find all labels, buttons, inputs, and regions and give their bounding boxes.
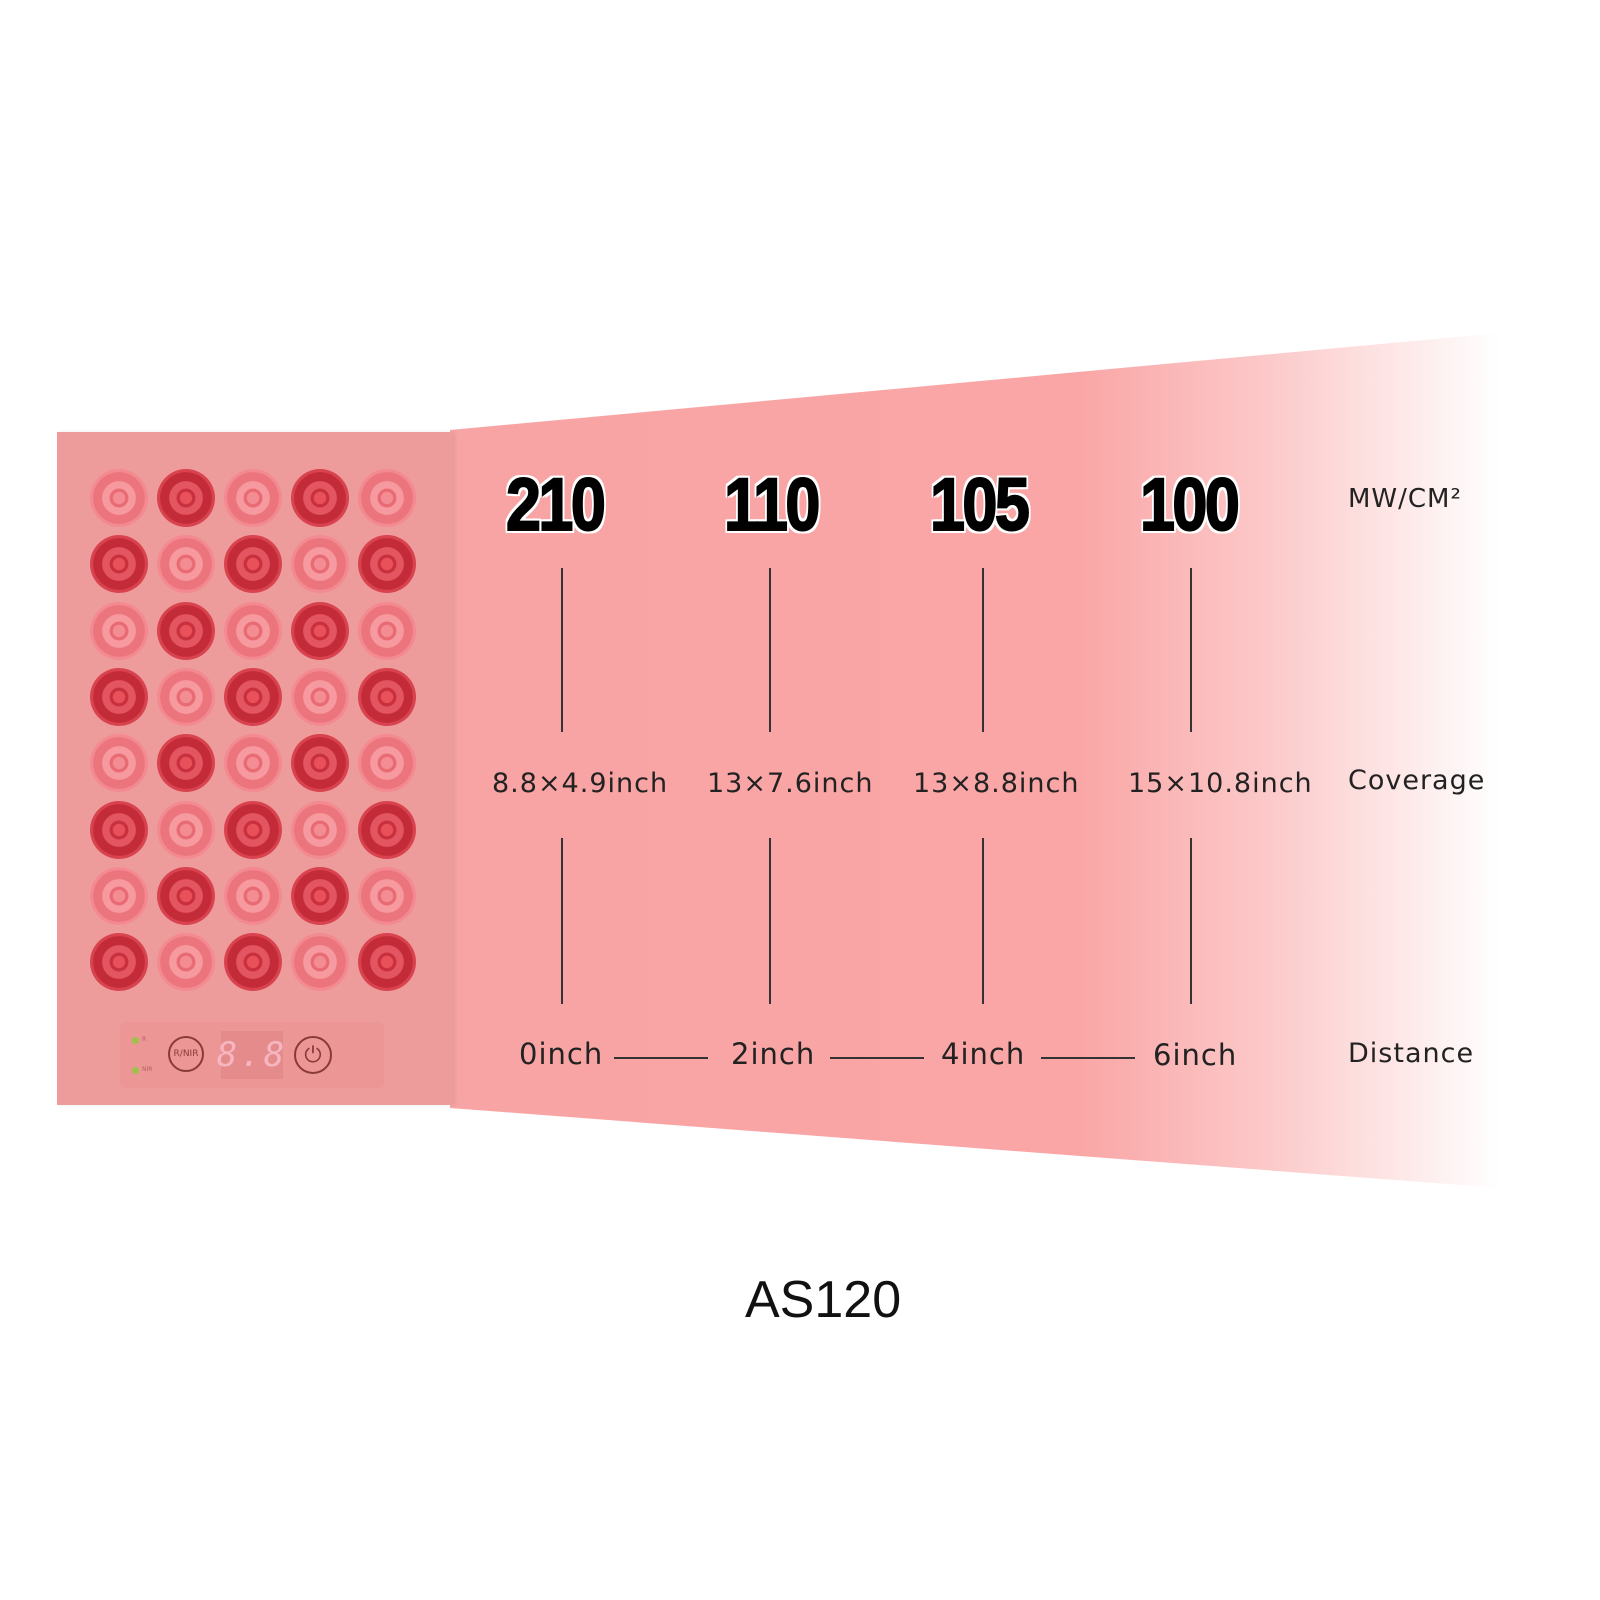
led-bulb	[358, 535, 416, 594]
led-bulb	[224, 933, 282, 992]
led-bulb	[358, 933, 416, 992]
led-bulb	[224, 601, 282, 660]
led-bulb	[90, 469, 148, 527]
led-bulb	[90, 667, 148, 726]
divider	[561, 838, 563, 1004]
distance-2: 2inch	[731, 1037, 816, 1071]
connector-line	[614, 1057, 708, 1059]
power-button[interactable]: ⏻	[294, 1036, 332, 1074]
led-bulb	[157, 734, 215, 793]
led-bulb	[358, 667, 416, 726]
led-bulb	[224, 667, 282, 726]
distance-0: 0inch	[519, 1037, 604, 1071]
led-bulb	[157, 800, 215, 859]
coverage-2inch: 13×7.6inch	[707, 768, 874, 799]
led-bulb	[224, 734, 282, 793]
divider	[982, 568, 984, 732]
divider	[769, 568, 771, 732]
led-bulb	[291, 535, 349, 594]
divider	[769, 838, 771, 1004]
irradiance-4inch: 105	[929, 462, 1031, 547]
distance-label: Distance	[1348, 1038, 1475, 1069]
led-bulb	[291, 866, 349, 925]
digital-display: 8.8	[217, 1031, 284, 1079]
coverage-6inch: 15×10.8inch	[1128, 768, 1313, 799]
led-bulb	[157, 601, 215, 660]
connector-line	[830, 1057, 924, 1059]
divider	[1190, 568, 1192, 732]
coverage-label: Coverage	[1348, 765, 1486, 796]
irradiance-6inch: 100	[1139, 462, 1241, 547]
led-bulb	[291, 933, 349, 992]
led-bulb	[291, 800, 349, 859]
led-bulb	[90, 800, 148, 859]
led-bulb	[291, 667, 349, 726]
led-bulb	[224, 469, 282, 527]
nir-indicator-light	[132, 1067, 139, 1074]
connector-line	[1041, 1057, 1135, 1059]
led-bulb	[358, 734, 416, 793]
led-bulb	[291, 734, 349, 793]
r-indicator-light	[132, 1037, 139, 1044]
distance-4: 4inch	[941, 1037, 1026, 1071]
led-bulb	[157, 866, 215, 925]
led-bulb	[157, 535, 215, 594]
coverage-4inch: 13×8.8inch	[913, 768, 1080, 799]
mode-button[interactable]: R/NIR	[168, 1036, 204, 1072]
led-bulb	[90, 933, 148, 992]
led-bulb	[358, 601, 416, 660]
led-bulb	[90, 601, 148, 660]
irradiance-0inch: 210	[505, 462, 607, 547]
led-bulb	[291, 601, 349, 660]
irradiance-unit: MW/CM²	[1348, 484, 1462, 514]
distance-6: 6inch	[1153, 1038, 1238, 1072]
divider	[1190, 838, 1192, 1004]
led-bulb	[224, 800, 282, 859]
model-name: AS120	[745, 1271, 902, 1329]
nir-indicator-label: NIR	[142, 1066, 153, 1073]
led-bulb	[358, 800, 416, 859]
led-bulb	[224, 535, 282, 594]
coverage-0inch: 8.8×4.9inch	[492, 768, 669, 799]
irradiance-2inch: 110	[723, 462, 821, 547]
led-bulb	[358, 469, 416, 527]
led-bulb	[291, 469, 349, 527]
led-bulb	[358, 866, 416, 925]
led-bulb	[157, 933, 215, 992]
power-icon: ⏻	[304, 1042, 322, 1068]
divider	[982, 838, 984, 1004]
led-bulb	[90, 866, 148, 925]
led-bulb	[224, 866, 282, 925]
led-bulb	[90, 535, 148, 594]
r-indicator-label: R	[142, 1036, 147, 1043]
light-therapy-panel	[57, 432, 453, 1105]
led-bulb	[157, 667, 215, 726]
divider	[561, 568, 563, 732]
led-bulb	[157, 469, 215, 527]
led-bulb	[90, 734, 148, 793]
